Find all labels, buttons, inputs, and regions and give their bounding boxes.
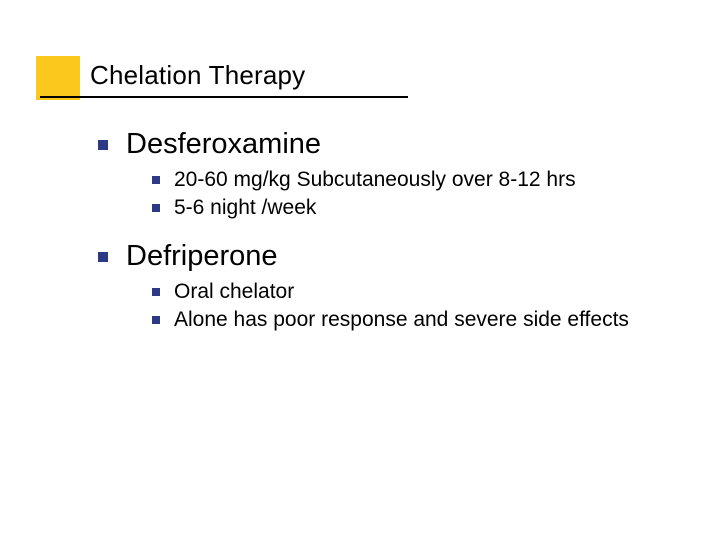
list-item-label: Oral chelator xyxy=(174,279,294,305)
title-underline xyxy=(40,96,408,98)
square-bullet-icon xyxy=(98,252,108,262)
list-item-label: 5-6 night /week xyxy=(174,195,316,221)
list-item-label: Alone has poor response and severe side … xyxy=(174,307,629,333)
list-item-label: Defriperone xyxy=(126,240,278,273)
square-bullet-icon xyxy=(152,204,160,212)
square-bullet-icon xyxy=(98,140,108,150)
title-accent-box xyxy=(36,56,80,100)
sublist: Oral chelator Alone has poor response an… xyxy=(152,279,658,334)
slide: Chelation Therapy Desferoxamine 20-60 mg… xyxy=(0,0,720,540)
square-bullet-icon xyxy=(152,176,160,184)
content-body: Desferoxamine 20-60 mg/kg Subcutaneously… xyxy=(98,128,658,351)
list-item: Defriperone xyxy=(98,240,658,273)
list-item: 20-60 mg/kg Subcutaneously over 8-12 hrs xyxy=(152,167,658,193)
list-item: Desferoxamine xyxy=(98,128,658,161)
list-item-label: 20-60 mg/kg Subcutaneously over 8-12 hrs xyxy=(174,167,576,193)
square-bullet-icon xyxy=(152,288,160,296)
list-item: 5-6 night /week xyxy=(152,195,658,221)
slide-title: Chelation Therapy xyxy=(90,60,305,91)
list-item: Alone has poor response and severe side … xyxy=(152,307,658,333)
square-bullet-icon xyxy=(152,316,160,324)
sublist: 20-60 mg/kg Subcutaneously over 8-12 hrs… xyxy=(152,167,658,222)
list-item: Oral chelator xyxy=(152,279,658,305)
title-area: Chelation Therapy xyxy=(90,60,305,91)
list-item-label: Desferoxamine xyxy=(126,128,321,161)
